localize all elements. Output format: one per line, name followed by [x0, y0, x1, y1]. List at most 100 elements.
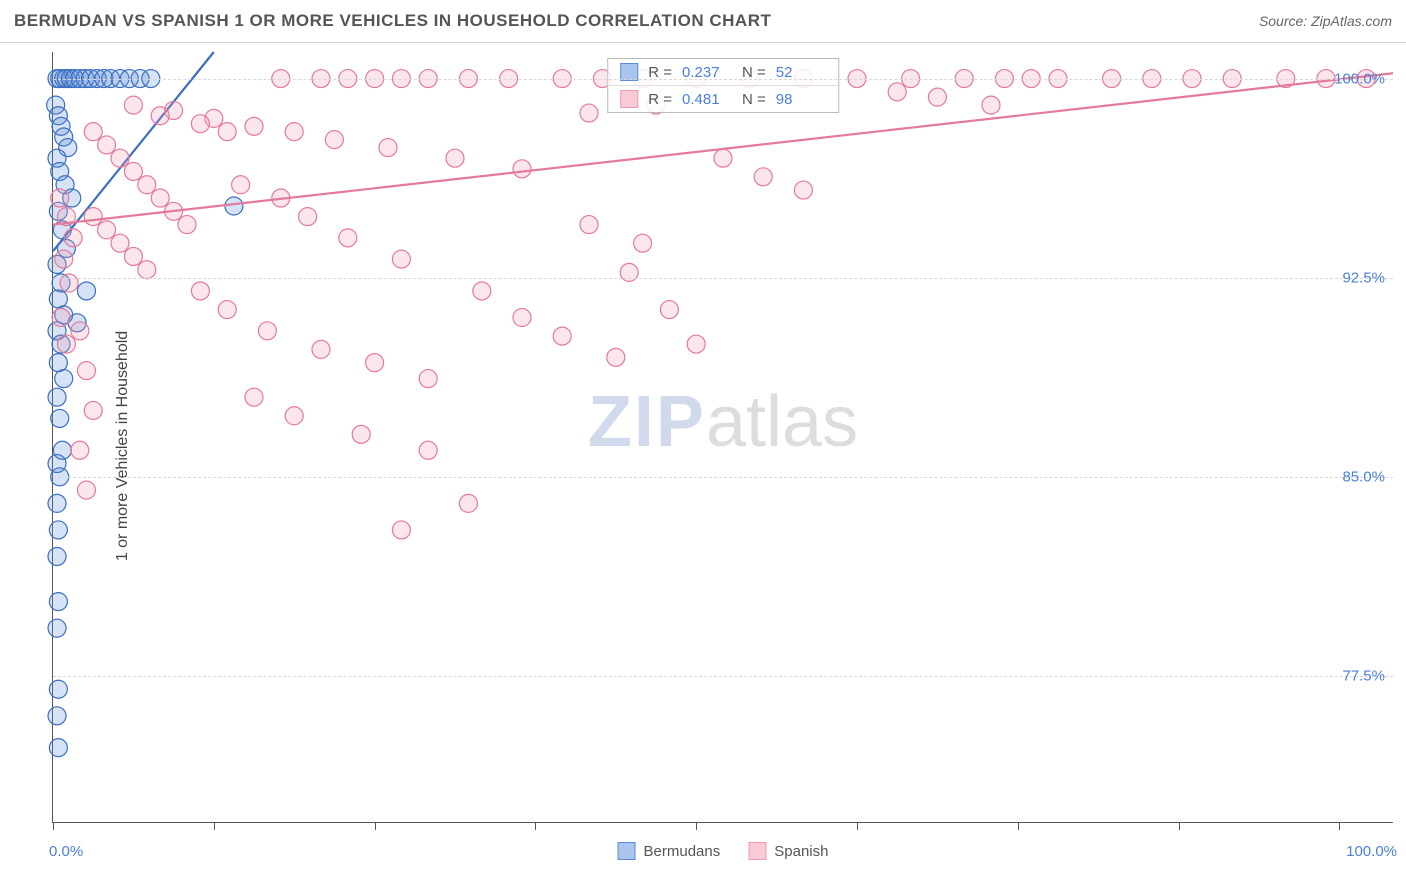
x-tick: [375, 822, 376, 830]
data-point: [49, 739, 67, 757]
data-point: [459, 494, 477, 512]
data-point: [687, 335, 705, 353]
data-point: [49, 680, 67, 698]
data-point: [225, 197, 243, 215]
data-point: [124, 247, 142, 265]
data-point: [48, 494, 66, 512]
x-tick: [1339, 822, 1340, 830]
legend-item-spanish: Spanish: [748, 842, 828, 860]
gridline-h: [53, 477, 1393, 478]
data-point: [888, 83, 906, 101]
data-point: [634, 234, 652, 252]
data-point: [928, 88, 946, 106]
data-point: [473, 282, 491, 300]
data-point: [64, 229, 82, 247]
data-point: [285, 407, 303, 425]
stats-swatch-spanish: [620, 90, 638, 108]
y-tick-label: 85.0%: [1342, 468, 1385, 485]
data-point: [513, 309, 531, 327]
data-point: [48, 619, 66, 637]
data-point: [245, 388, 263, 406]
data-point: [446, 149, 464, 167]
data-point: [218, 301, 236, 319]
stats-row-bermudans: R = 0.237 N = 52: [608, 59, 838, 85]
x-tick: [696, 822, 697, 830]
data-point: [124, 162, 142, 180]
legend: Bermudans Spanish: [618, 842, 829, 860]
data-point: [55, 370, 73, 388]
data-point: [607, 348, 625, 366]
legend-label-bermudans: Bermudans: [644, 843, 721, 860]
data-point: [580, 216, 598, 234]
data-point: [419, 441, 437, 459]
x-tick: [535, 822, 536, 830]
data-point: [48, 547, 66, 565]
x-axis-min-label: 0.0%: [49, 843, 83, 860]
data-point: [754, 168, 772, 186]
data-point: [379, 139, 397, 157]
data-point: [366, 354, 384, 372]
legend-swatch-bermudans: [618, 842, 636, 860]
data-point: [339, 229, 357, 247]
y-tick-label: 77.5%: [1342, 667, 1385, 684]
legend-item-bermudans: Bermudans: [618, 842, 721, 860]
data-point: [84, 123, 102, 141]
x-axis-max-label: 100.0%: [1346, 843, 1397, 860]
x-tick: [1179, 822, 1180, 830]
data-point: [49, 521, 67, 539]
data-point: [52, 309, 70, 327]
data-point: [392, 250, 410, 268]
data-point: [55, 250, 73, 268]
data-point: [84, 401, 102, 419]
data-point: [48, 707, 66, 725]
data-point: [51, 189, 69, 207]
x-tick: [857, 822, 858, 830]
stats-r-label: R =: [648, 91, 672, 108]
data-point: [151, 189, 169, 207]
data-point: [325, 131, 343, 149]
data-point: [151, 107, 169, 125]
data-point: [78, 481, 96, 499]
data-point: [258, 322, 276, 340]
data-point: [245, 117, 263, 135]
data-point: [78, 362, 96, 380]
data-point: [111, 149, 129, 167]
data-point: [124, 96, 142, 114]
data-point: [138, 176, 156, 194]
data-point: [553, 327, 571, 345]
gridline-h: [53, 676, 1393, 677]
data-point: [78, 282, 96, 300]
data-point: [98, 221, 116, 239]
x-tick: [53, 822, 54, 830]
data-point: [312, 340, 330, 358]
data-point: [513, 160, 531, 178]
data-point: [714, 149, 732, 167]
data-point: [580, 104, 598, 122]
stats-row-spanish: R = 0.481 N = 98: [608, 85, 838, 112]
data-point: [49, 593, 67, 611]
chart-title: BERMUDAN VS SPANISH 1 OR MORE VEHICLES I…: [14, 11, 771, 31]
data-point: [111, 234, 129, 252]
data-point: [98, 136, 116, 154]
y-tick-label: 100.0%: [1334, 70, 1385, 87]
data-point: [49, 290, 67, 308]
data-point: [84, 208, 102, 226]
data-point: [285, 123, 303, 141]
data-point: [660, 301, 678, 319]
data-point: [299, 208, 317, 226]
data-point: [392, 521, 410, 539]
gridline-h: [53, 278, 1393, 279]
gridline-h: [53, 79, 1393, 80]
x-tick: [214, 822, 215, 830]
scatter-svg: [53, 52, 1393, 822]
stats-n-label: N =: [742, 91, 766, 108]
data-point: [419, 370, 437, 388]
data-point: [352, 425, 370, 443]
data-point: [49, 354, 67, 372]
chart-source: Source: ZipAtlas.com: [1259, 13, 1392, 29]
data-point: [48, 388, 66, 406]
data-point: [232, 176, 250, 194]
data-point: [982, 96, 1000, 114]
data-point: [794, 181, 812, 199]
chart-header: BERMUDAN VS SPANISH 1 OR MORE VEHICLES I…: [0, 0, 1406, 43]
